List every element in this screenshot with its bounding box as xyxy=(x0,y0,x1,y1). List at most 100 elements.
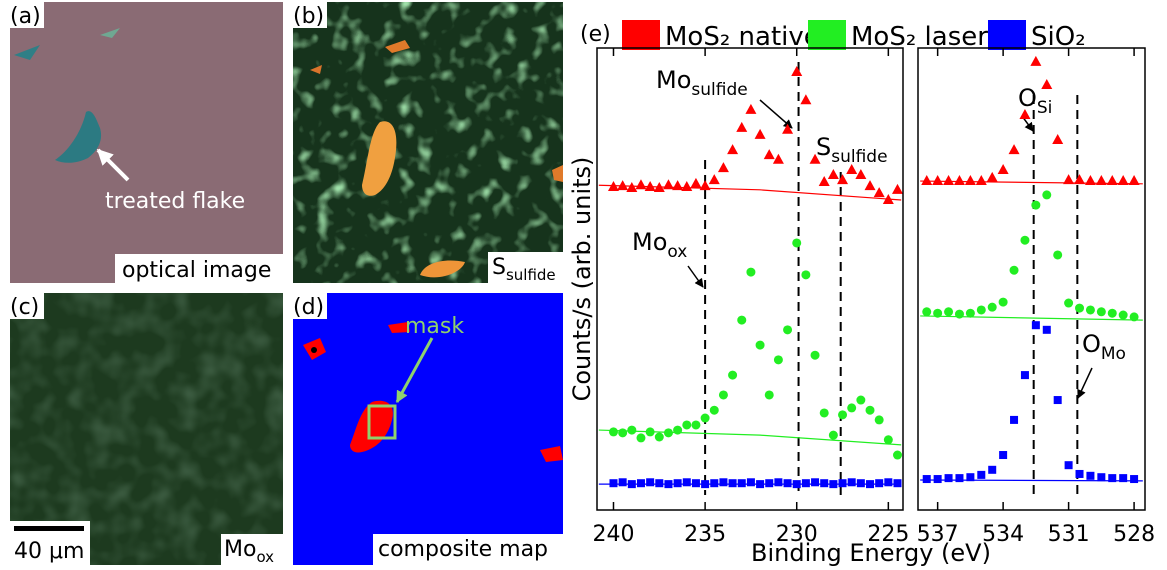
panel-label: (b) xyxy=(293,4,324,29)
y-axis-label: Counts/s (arb. units) xyxy=(568,157,596,402)
triangle-marker xyxy=(755,129,766,139)
arrow xyxy=(760,100,792,128)
square-marker xyxy=(719,478,727,486)
x-tick-label: 531 xyxy=(1048,522,1090,547)
caption: composite map xyxy=(378,537,548,562)
triangle-marker xyxy=(965,175,976,185)
square-marker xyxy=(674,479,682,487)
square-marker xyxy=(811,478,819,486)
circle-marker xyxy=(1075,304,1084,313)
annotation-sub: sulfide xyxy=(691,80,747,100)
arrow xyxy=(1078,368,1092,398)
caption-main: Mo xyxy=(224,537,256,562)
square-marker xyxy=(802,479,810,487)
x-tick-label: 240 xyxy=(592,522,634,547)
circle-marker xyxy=(866,406,875,415)
circle-marker xyxy=(618,428,627,437)
circle-marker xyxy=(944,307,953,316)
triangle-marker xyxy=(828,169,839,179)
annotation: OMo xyxy=(1082,330,1126,364)
annotation: Mosulfide xyxy=(656,66,748,100)
square-marker xyxy=(1032,321,1040,329)
plot-frame xyxy=(918,48,1145,510)
legend-swatch xyxy=(622,20,660,50)
square-marker xyxy=(619,478,627,486)
square-marker xyxy=(1043,326,1051,334)
circle-marker xyxy=(1031,201,1040,210)
panel-label: (c) xyxy=(10,295,39,320)
circle-marker xyxy=(856,396,865,405)
circle-marker xyxy=(774,355,783,364)
annotation-main: Mo xyxy=(632,228,667,256)
caption-sub: sulfide xyxy=(506,266,556,284)
square-marker xyxy=(710,479,718,487)
square-marker xyxy=(820,479,828,487)
square-marker xyxy=(857,479,865,487)
x-tick-label: 537 xyxy=(917,522,959,547)
triangle-marker xyxy=(987,172,998,182)
x-tick-label: 235 xyxy=(684,522,726,547)
square-marker xyxy=(683,478,691,486)
panel-d: mask (d) composite map xyxy=(293,293,563,565)
square-marker xyxy=(729,479,737,487)
circle-marker xyxy=(1064,299,1073,308)
caption: optical image xyxy=(122,258,271,283)
circle-marker xyxy=(728,371,737,380)
caption-sub: ox xyxy=(256,548,274,566)
annotation-sub: Mo xyxy=(1101,344,1126,364)
circle-marker xyxy=(875,415,884,424)
square-marker xyxy=(848,478,856,486)
circle-marker xyxy=(710,406,719,415)
annotation-main: Mo xyxy=(656,66,691,94)
circle-marker xyxy=(691,420,700,429)
triangle-marker xyxy=(954,175,965,185)
circle-marker xyxy=(746,268,755,277)
triangle-marker xyxy=(672,180,683,190)
annotation: treated flake xyxy=(105,189,245,214)
circle-marker xyxy=(884,435,893,444)
square-marker xyxy=(1065,461,1073,469)
square-marker xyxy=(894,479,902,487)
triangle-marker xyxy=(855,169,866,179)
square-marker xyxy=(1097,473,1105,481)
circle-marker xyxy=(977,305,986,314)
figure: treated flake (a) optical image (b) Ssul… xyxy=(0,0,1167,570)
square-marker xyxy=(646,478,654,486)
triangle-marker xyxy=(892,184,903,194)
square-marker xyxy=(977,471,985,479)
triangle-marker xyxy=(874,187,885,197)
circle-marker xyxy=(609,427,618,436)
triangle-marker xyxy=(932,175,943,185)
circle-marker xyxy=(999,298,1008,307)
triangle-marker xyxy=(782,124,793,134)
triangle-marker xyxy=(617,180,628,190)
circle-marker xyxy=(682,420,691,429)
circle-marker xyxy=(627,426,636,435)
circle-marker xyxy=(922,307,931,316)
square-marker xyxy=(999,451,1007,459)
square-marker xyxy=(1010,416,1018,424)
scale-bar-label: 40 μm xyxy=(14,539,84,564)
circle-marker xyxy=(701,414,710,423)
annotation: Ssulfide xyxy=(816,133,888,167)
triangle-marker xyxy=(626,182,637,192)
circle-marker xyxy=(838,410,847,419)
triangle-marker xyxy=(819,176,830,186)
circle-marker xyxy=(1119,311,1128,320)
circle-marker xyxy=(1108,309,1117,318)
triangle-marker xyxy=(998,164,1009,174)
map-texture xyxy=(293,2,563,283)
legend-swatch xyxy=(808,20,846,50)
panel-a: treated flake (a) optical image xyxy=(10,2,283,283)
annotation-main: S xyxy=(816,133,831,161)
square-marker xyxy=(1021,371,1029,379)
triangle-marker xyxy=(1030,56,1041,66)
x-tick-label: 528 xyxy=(1113,522,1155,547)
triangle-marker xyxy=(837,174,848,184)
square-marker xyxy=(1130,475,1138,483)
triangle-marker xyxy=(943,175,954,185)
circle-marker xyxy=(756,341,765,350)
square-marker xyxy=(1086,472,1094,480)
